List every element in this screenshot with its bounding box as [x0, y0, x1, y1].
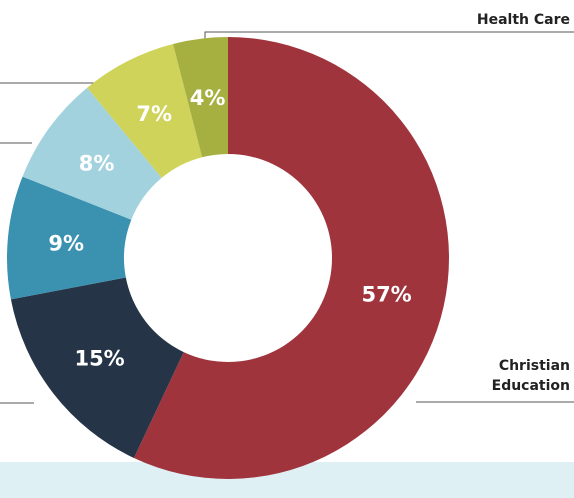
slice: [22, 87, 162, 220]
category-label: Health Care: [476, 12, 570, 28]
slice: [173, 37, 228, 158]
slice: [133, 37, 449, 480]
slice: [6, 176, 132, 300]
value-label: 7%: [136, 102, 172, 126]
value-label: 57%: [361, 282, 411, 306]
slice: [87, 43, 203, 178]
value-label: 9%: [48, 232, 84, 256]
value-label: 8%: [79, 151, 115, 175]
slice: [10, 277, 184, 458]
value-label: 15%: [74, 347, 124, 371]
slices: 57% 15% 9% 8% 7% 4%: [6, 37, 449, 480]
category-label: Christian Education: [491, 358, 570, 394]
value-label: 4%: [190, 86, 226, 110]
